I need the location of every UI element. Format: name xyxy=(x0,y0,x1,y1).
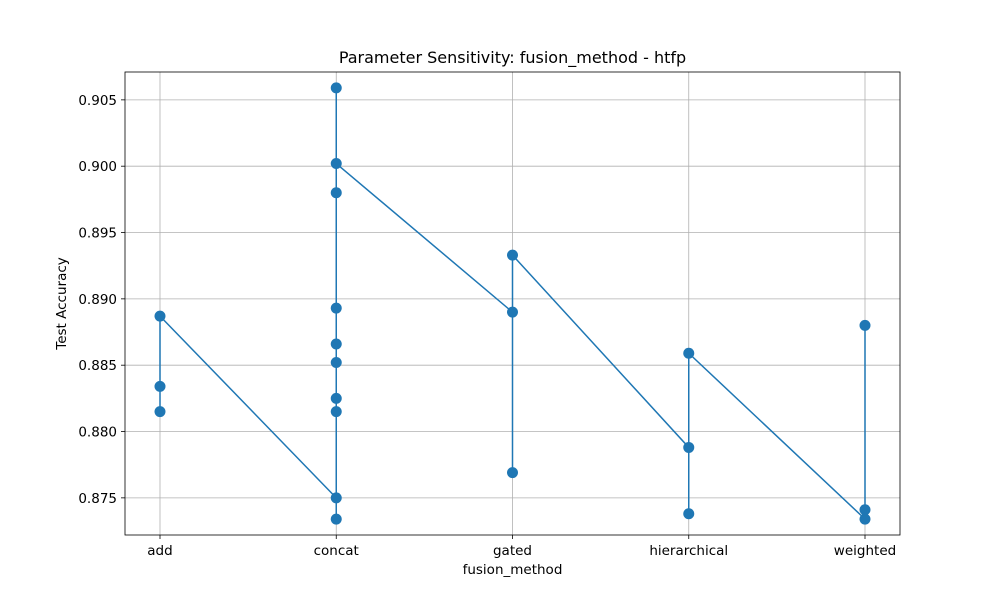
data-point xyxy=(154,406,166,418)
data-point xyxy=(330,406,342,418)
data-point xyxy=(859,504,871,516)
data-point xyxy=(154,310,166,322)
data-point xyxy=(683,441,695,453)
x-tick-label: concat xyxy=(314,543,359,559)
data-point xyxy=(154,380,166,392)
data-point xyxy=(330,82,342,94)
axis-ticks: add concat gated hierarchical weighted 0.875 0… xyxy=(78,93,896,559)
y-tick-label: 0.890 xyxy=(78,292,117,308)
data-point xyxy=(330,302,342,314)
y-tick-label: 0.885 xyxy=(78,358,117,374)
data-point xyxy=(330,357,342,369)
x-axis-label: fusion_method xyxy=(463,562,563,578)
data-point xyxy=(330,392,342,404)
data-point xyxy=(330,187,342,199)
x-tick-label: add xyxy=(147,543,172,559)
x-tick-label: weighted xyxy=(834,543,896,559)
data-point xyxy=(330,513,342,525)
data-point xyxy=(507,249,518,261)
x-tick-label: hierarchical xyxy=(649,543,728,559)
y-axis-label: Test Accuracy xyxy=(54,257,70,351)
data-series xyxy=(154,82,871,525)
data-point xyxy=(330,158,342,170)
data-point xyxy=(859,319,871,331)
chart-title: Parameter Sensitivity: fusion_method - h… xyxy=(339,48,686,68)
data-point xyxy=(859,513,871,525)
data-point xyxy=(330,338,342,350)
x-tick-label: gated xyxy=(493,543,532,559)
data-point xyxy=(683,508,695,520)
y-tick-label: 0.875 xyxy=(78,491,117,507)
series-line xyxy=(159,87,866,520)
y-tick-label: 0.895 xyxy=(78,226,117,242)
y-tick-label: 0.880 xyxy=(78,425,117,441)
data-point xyxy=(507,306,518,318)
data-point xyxy=(683,347,695,359)
y-tick-label: 0.905 xyxy=(78,93,117,109)
y-tick-label: 0.900 xyxy=(78,159,117,175)
data-point xyxy=(330,492,342,504)
data-point xyxy=(507,467,518,479)
